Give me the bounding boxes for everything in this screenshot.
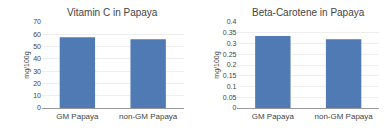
svg-text:non-GM Papaya: non-GM Papaya bbox=[314, 112, 373, 121]
svg-text:0.15: 0.15 bbox=[223, 72, 237, 79]
svg-text:Vitamin C in Papaya: Vitamin C in Papaya bbox=[67, 7, 158, 18]
svg-text:Beta-Carotene in Papaya: Beta-Carotene in Papaya bbox=[252, 7, 365, 18]
svg-text:non-GM Papaya: non-GM Papaya bbox=[119, 112, 178, 121]
svg-text:0.25: 0.25 bbox=[223, 51, 237, 58]
svg-text:0.05: 0.05 bbox=[223, 94, 237, 101]
svg-text:30: 30 bbox=[33, 68, 41, 75]
svg-text:70: 70 bbox=[33, 18, 41, 25]
svg-text:50: 50 bbox=[33, 43, 41, 50]
svg-text:0: 0 bbox=[233, 104, 237, 111]
svg-text:GM Papaya: GM Papaya bbox=[56, 112, 99, 121]
svg-text:0: 0 bbox=[37, 104, 41, 111]
svg-text:0.35: 0.35 bbox=[223, 29, 237, 36]
svg-text:mg/100g: mg/100g bbox=[213, 51, 221, 78]
svg-text:0.1: 0.1 bbox=[227, 83, 237, 90]
svg-text:mg/100g: mg/100g bbox=[23, 51, 31, 78]
svg-text:0.2: 0.2 bbox=[227, 61, 237, 68]
svg-text:0.3: 0.3 bbox=[227, 40, 237, 47]
svg-text:10: 10 bbox=[33, 92, 41, 99]
svg-text:0.4: 0.4 bbox=[227, 18, 237, 25]
svg-text:GM Papaya: GM Papaya bbox=[252, 112, 295, 121]
svg-text:20: 20 bbox=[33, 80, 41, 87]
svg-text:60: 60 bbox=[33, 31, 41, 38]
svg-text:40: 40 bbox=[33, 55, 41, 62]
